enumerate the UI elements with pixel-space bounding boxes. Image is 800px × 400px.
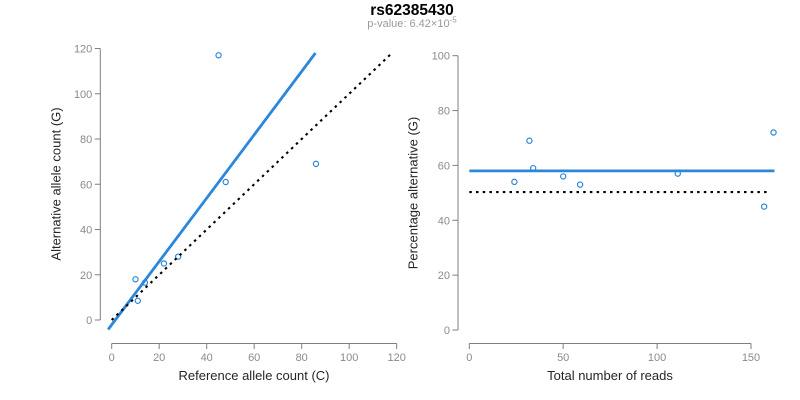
x-tick-label: 0	[109, 352, 115, 364]
data-point	[134, 297, 142, 304]
x-tick-label: 50	[557, 352, 569, 364]
y-tick-label: 40	[80, 225, 92, 237]
y-tick-label: 80	[438, 106, 450, 118]
x-tick-label: 20	[153, 352, 165, 364]
data-point	[770, 129, 777, 136]
data-point	[222, 178, 229, 186]
page-title: rs62385430	[370, 2, 454, 19]
data-point	[560, 173, 567, 180]
y-tick-label: 20	[80, 270, 92, 282]
data-point	[576, 181, 584, 188]
x-axis-title-right: Total number of reads	[547, 368, 673, 383]
y-tick-label: 0	[444, 325, 450, 337]
data-point	[511, 178, 518, 186]
data-point	[312, 160, 320, 168]
y-tick-label: 120	[74, 44, 92, 56]
y-tick-label: 60	[438, 160, 450, 172]
data-point	[526, 137, 533, 144]
data-point	[174, 253, 182, 260]
data-point	[160, 260, 168, 267]
x-tick-label: 120	[388, 352, 406, 364]
y-tick-label: 100	[74, 89, 92, 101]
x-tick-label: 100	[648, 352, 666, 364]
x-axis-title-left: Reference allele count (C)	[178, 368, 330, 383]
pvalue-label: p-value: 6.42×10-5	[367, 15, 457, 30]
data-point	[215, 52, 222, 59]
data-point	[760, 203, 768, 210]
y-tick-label: 80	[80, 134, 92, 146]
x-tick-label: 100	[340, 352, 358, 364]
x-tick-label: 150	[742, 352, 760, 364]
pvalue-text: p-value: 6.42×10	[367, 18, 450, 30]
x-tick-label: 60	[248, 352, 260, 364]
x-tick-label: 80	[296, 352, 308, 364]
y-tick-label: 60	[80, 179, 92, 191]
y-tick-label: 40	[438, 215, 450, 227]
y-tick-label: 100	[432, 51, 450, 63]
pvalue-exponent: -5	[449, 15, 457, 25]
y-tick-label: 20	[438, 270, 450, 282]
regression-line	[107, 52, 317, 331]
x-tick-label: 0	[466, 352, 472, 364]
y-axis-title-right: Percentage alternative (G)	[405, 116, 421, 270]
data-point	[132, 276, 139, 283]
identity-line	[110, 53, 392, 321]
y-axis-title-left: Alternative allele count (G)	[48, 107, 64, 261]
x-tick-label: 40	[201, 352, 213, 364]
y-tick-label: 0	[86, 315, 92, 327]
